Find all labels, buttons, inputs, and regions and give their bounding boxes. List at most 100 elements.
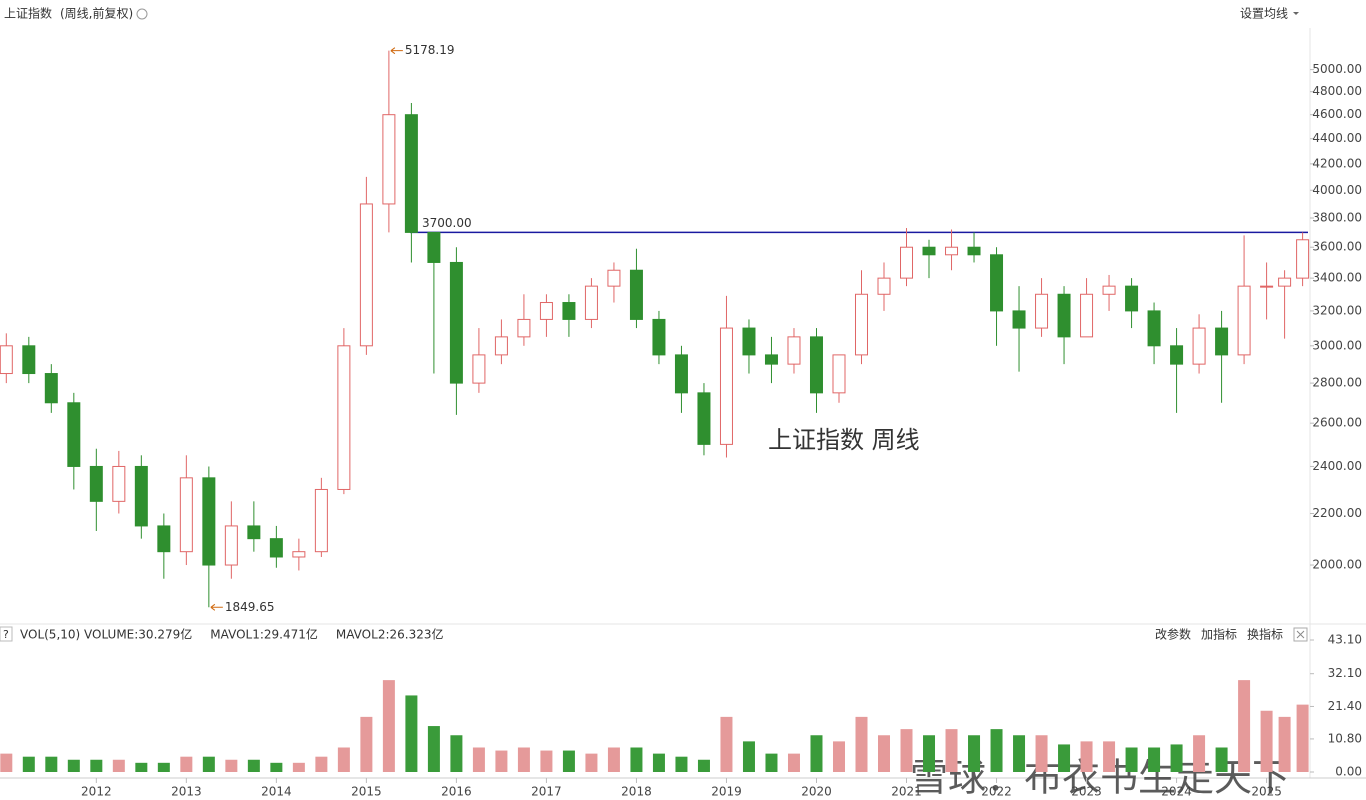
volume-bar xyxy=(945,729,958,772)
candle-body xyxy=(44,373,58,404)
volume-bar xyxy=(382,680,395,772)
y-tick-label: 3800.00 xyxy=(1312,210,1362,224)
indicator-button[interactable]: 改参数 xyxy=(1155,627,1191,642)
volume-bar xyxy=(787,753,800,772)
x-tick-label: 2019 xyxy=(711,785,742,799)
volume-bar xyxy=(45,756,58,772)
candle-body xyxy=(359,203,373,347)
y-tick-label: 4400.00 xyxy=(1312,131,1362,145)
volume-bar xyxy=(1278,716,1291,772)
y-tick-label: 3000.00 xyxy=(1312,338,1362,352)
x-tick-label: 2017 xyxy=(531,785,562,799)
volume-bar xyxy=(1103,741,1116,772)
volume-bar xyxy=(540,750,553,772)
x-tick-label: 2021 xyxy=(891,785,922,799)
volume-bar xyxy=(652,753,665,772)
candle-body xyxy=(967,246,981,256)
candle-body xyxy=(652,318,666,356)
volume-bar xyxy=(1193,735,1206,772)
candle-body xyxy=(1278,277,1292,287)
y-tick-label: 3200.00 xyxy=(1312,303,1362,317)
candle-body xyxy=(900,246,914,279)
volume-bar xyxy=(990,729,1003,772)
volume-bar xyxy=(517,747,530,772)
volume-bar xyxy=(337,747,350,772)
candle-body xyxy=(202,477,216,566)
candle-body xyxy=(809,336,823,394)
candle-body xyxy=(1237,285,1251,356)
settings-icon[interactable] xyxy=(136,8,148,20)
y-tick-label: 2200.00 xyxy=(1312,506,1362,520)
candle-body xyxy=(494,336,508,356)
x-tick-label: 2018 xyxy=(621,785,652,799)
close-box[interactable] xyxy=(1293,627,1308,642)
volume-bar xyxy=(427,726,440,772)
volume-bar xyxy=(472,747,485,772)
volume-bar xyxy=(1260,710,1273,772)
candle-body xyxy=(0,345,13,375)
volume-bar xyxy=(1125,747,1138,772)
indicator-button[interactable]: 换指标 xyxy=(1247,627,1283,642)
x-tick-label: 2025 xyxy=(1251,785,1282,799)
y-tick-label: 3400.00 xyxy=(1312,271,1362,285)
volume-bar xyxy=(90,759,103,772)
volume-bar xyxy=(202,756,215,772)
y-tick-label: 0.00 xyxy=(1335,765,1362,779)
volume-bar xyxy=(1013,735,1026,772)
y-tick-label: 2400.00 xyxy=(1312,459,1362,473)
volume-bar xyxy=(1170,744,1183,772)
candle-body xyxy=(22,345,36,375)
x-tick-label: 2016 xyxy=(441,785,472,799)
candle-body xyxy=(990,254,1004,312)
y-tick-label: 4200.00 xyxy=(1312,156,1362,170)
y-tick-label: 10.80 xyxy=(1328,731,1362,745)
candle-body xyxy=(517,318,531,338)
candle-body xyxy=(1296,239,1310,279)
volume-bar xyxy=(832,741,845,772)
max-arrow xyxy=(390,47,403,55)
volume-bar xyxy=(1035,735,1048,772)
volume-bar xyxy=(495,750,508,772)
candle-body xyxy=(1147,310,1161,347)
candle-body xyxy=(1012,310,1026,329)
chart-title: 上证指数 xyxy=(4,6,52,21)
x-tick-label: 2022 xyxy=(981,785,1012,799)
volume-bar xyxy=(1296,704,1309,772)
x-tick-label: 2013 xyxy=(171,785,202,799)
volume-bar xyxy=(180,756,193,772)
candle-body xyxy=(742,327,756,356)
volume-bar xyxy=(112,759,125,772)
max-label: 5178.19 xyxy=(405,43,455,57)
y-tick-label: 4600.00 xyxy=(1312,107,1362,121)
candle-body xyxy=(449,261,463,384)
y-tick-label: 4800.00 xyxy=(1312,84,1362,98)
candle-body xyxy=(764,354,778,365)
chart-subtitle: (周线,前复权) xyxy=(60,6,133,21)
candle-body xyxy=(157,525,171,553)
legend-entry: MAVOL1:29.471亿 xyxy=(210,627,318,642)
indicator-button[interactable]: 加指标 xyxy=(1201,627,1237,642)
candle-body xyxy=(314,488,328,553)
y-tick-label: 2600.00 xyxy=(1312,416,1362,430)
volume-bar xyxy=(630,747,643,772)
legend-entry: MAVOL2:26.323亿 xyxy=(336,627,444,642)
help-box[interactable] xyxy=(0,626,13,642)
candle-body xyxy=(89,465,103,502)
candle-body xyxy=(832,354,846,394)
volume-bar xyxy=(247,759,260,772)
candle-body xyxy=(337,345,351,490)
y-tick-label: 5000.00 xyxy=(1312,62,1362,76)
volume-bar xyxy=(878,735,891,772)
volume-bar xyxy=(360,716,373,772)
reference-label: 3700.00 xyxy=(422,216,472,230)
candle-body xyxy=(562,302,576,320)
candle-body xyxy=(1035,293,1049,329)
ma-menu[interactable]: 设置均线 xyxy=(1240,7,1288,21)
volume-bar xyxy=(1058,744,1071,772)
candle-body xyxy=(382,114,396,205)
y-tick-label: 4000.00 xyxy=(1312,183,1362,197)
close-icon xyxy=(1296,630,1305,639)
volume-bar xyxy=(900,729,913,772)
